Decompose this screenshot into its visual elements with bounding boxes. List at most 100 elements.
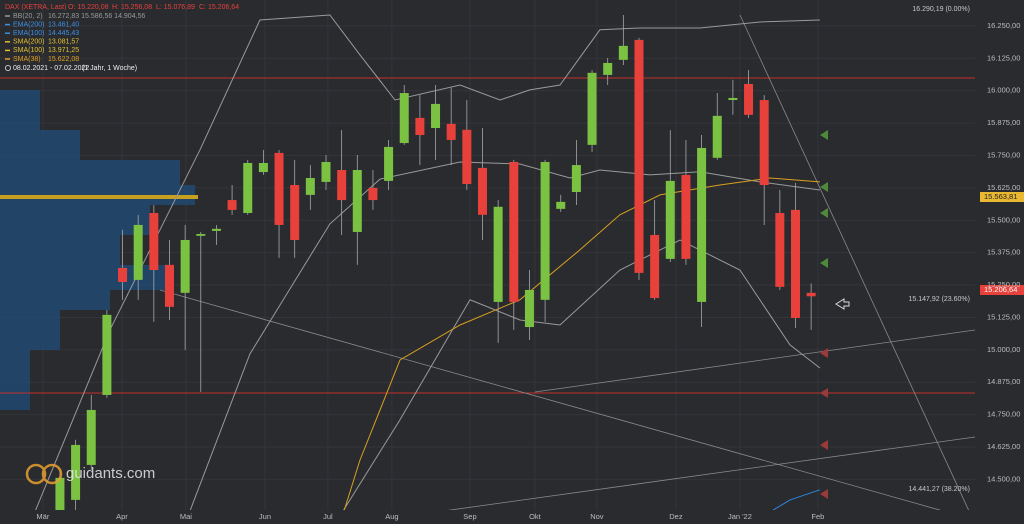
x-tick-label: Jul bbox=[323, 512, 333, 521]
candle-body bbox=[305, 178, 315, 195]
y-tick-label: 16.000,00 bbox=[987, 86, 1020, 95]
legend-name: BB(20, 2) bbox=[13, 13, 43, 20]
candle-body bbox=[509, 161, 519, 302]
ohlc-high: H: 15.256,08 bbox=[112, 4, 152, 11]
candle-body bbox=[133, 224, 143, 280]
candle-body bbox=[384, 146, 394, 181]
candle-body bbox=[759, 100, 769, 186]
candle-body bbox=[744, 83, 754, 115]
indicator-line bbox=[343, 239, 821, 510]
legend-values: 13.971,25 bbox=[48, 47, 79, 54]
y-tick-label: 14.875,00 bbox=[987, 377, 1020, 386]
poc-line bbox=[0, 195, 198, 199]
price-badge bbox=[980, 285, 1024, 295]
indicator-line bbox=[35, 14, 820, 510]
candle-body bbox=[524, 289, 534, 328]
candle-body bbox=[775, 213, 785, 287]
x-tick-label: Aug bbox=[385, 512, 398, 521]
ohlc-open: O: 15.220,08 bbox=[68, 4, 109, 11]
y-tick-label: 15.000,00 bbox=[987, 345, 1020, 354]
instrument-title: DAX (XETRA, Last) bbox=[5, 4, 66, 11]
clock-icon bbox=[5, 65, 11, 72]
candle-body bbox=[493, 206, 503, 302]
candle-body bbox=[697, 147, 707, 302]
legend-name: SMA(38) bbox=[13, 56, 41, 63]
watermark: guidants.com bbox=[25, 463, 155, 485]
x-tick-label: Sep bbox=[463, 512, 476, 521]
y-tick-label: 15.875,00 bbox=[987, 118, 1020, 127]
candle-body bbox=[164, 264, 174, 307]
candle-body bbox=[806, 292, 816, 297]
candle-body bbox=[446, 123, 456, 140]
legend-name: EMA(100) bbox=[13, 30, 45, 37]
candle-body bbox=[477, 167, 487, 215]
candle-body bbox=[728, 97, 738, 101]
watermark-text: guidants.com bbox=[66, 465, 155, 482]
header: DAX (XETRA, Last) O: 15.220,08 H: 15.256… bbox=[5, 4, 239, 72]
x-tick-label: Dez bbox=[669, 512, 683, 521]
candle-body bbox=[258, 163, 268, 173]
candle-body bbox=[415, 117, 425, 136]
candles bbox=[55, 15, 816, 510]
candle-body bbox=[681, 174, 691, 259]
trend-lines bbox=[159, 14, 975, 510]
x-tick-label: Okt bbox=[529, 512, 542, 521]
y-tick-label: 14.750,00 bbox=[987, 410, 1020, 419]
candle-body bbox=[712, 115, 722, 158]
candle-body bbox=[462, 129, 472, 184]
candle-body bbox=[571, 165, 581, 193]
candle-body bbox=[337, 170, 347, 201]
candle-body bbox=[665, 180, 675, 259]
candle-body bbox=[540, 161, 550, 300]
ohlc-close: C: 15.206,64 bbox=[199, 4, 239, 11]
y-tick-label: 15.500,00 bbox=[987, 215, 1020, 224]
volume-profile bbox=[0, 90, 195, 410]
y-tick-label: 15.250,00 bbox=[987, 280, 1020, 289]
candle-body bbox=[431, 103, 441, 129]
candle-body bbox=[352, 170, 362, 232]
price-badge bbox=[980, 192, 1024, 202]
x-tick-label: Mai bbox=[180, 512, 192, 521]
y-tick-label: 15.125,00 bbox=[987, 312, 1020, 321]
legend-values: 13.461,40 bbox=[48, 21, 79, 28]
candle-body bbox=[321, 161, 331, 182]
y-tick-label: 15.375,00 bbox=[987, 248, 1020, 257]
ohlc-low: L: 15.076,89 bbox=[156, 4, 195, 11]
candle-body bbox=[243, 163, 253, 214]
candle-body bbox=[71, 444, 81, 500]
y-tick-label: 16.125,00 bbox=[987, 53, 1020, 62]
candle-body bbox=[618, 45, 628, 60]
y-tick-label: 14.625,00 bbox=[987, 442, 1020, 451]
period-note: (1 Jahr, 1 Woche) bbox=[82, 65, 137, 72]
legend-values: 16.272,83 15.586,56 14.904,56 bbox=[48, 13, 145, 20]
y-tick-label: 16.250,00 bbox=[987, 21, 1020, 30]
legend-name: SMA(200) bbox=[13, 39, 45, 46]
candle-body bbox=[650, 235, 660, 299]
candle-body bbox=[290, 185, 300, 240]
fib-label: 14.441,27 (38.20%) bbox=[909, 486, 971, 493]
candle-body bbox=[55, 477, 65, 510]
candle-body bbox=[556, 201, 566, 209]
x-tick-label: Jun bbox=[259, 512, 271, 521]
signal-arrows bbox=[820, 130, 850, 499]
candle-body bbox=[790, 209, 800, 318]
candle-body bbox=[227, 200, 237, 210]
x-tick-label: Jan '22 bbox=[728, 512, 752, 521]
candle-body bbox=[118, 267, 128, 282]
candle-body bbox=[634, 39, 644, 273]
candle-body bbox=[86, 409, 96, 465]
legend-values: 14.445,43 bbox=[48, 30, 79, 37]
indicator-line bbox=[772, 489, 821, 510]
x-tick-label: Nov bbox=[590, 512, 604, 521]
x-tick-label: Mär bbox=[36, 512, 49, 521]
candle-body bbox=[587, 72, 597, 145]
legend-name: SMA(100) bbox=[13, 47, 45, 54]
x-tick-label: Apr bbox=[116, 512, 128, 521]
legend-values: 15.622,08 bbox=[48, 56, 79, 63]
fib-label: 15.147,92 (23.60%) bbox=[909, 296, 971, 303]
candle-body bbox=[368, 187, 378, 201]
price-badge-label: 15.563,81 bbox=[984, 192, 1017, 201]
candle-body bbox=[180, 239, 190, 293]
candle-body bbox=[196, 234, 206, 236]
